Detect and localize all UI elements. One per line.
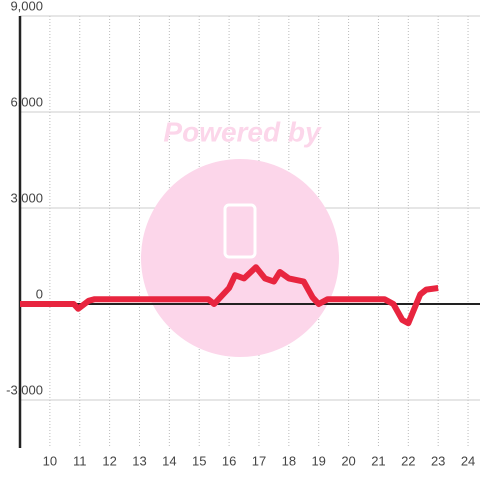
y-tick-label: 6,000 [10,94,43,109]
watermark-text: Powered by [163,116,322,147]
line [20,264,439,327]
x-tick-label: 23 [431,453,445,468]
x-tick-label: 22 [401,453,415,468]
x-tick-label: 19 [311,453,325,468]
x-tick-label: 13 [132,453,146,468]
x-tick-label: 12 [102,453,116,468]
y-tick-label: 0 [36,286,43,301]
x-tick-label: 11 [73,453,87,468]
x-tick-label: 15 [192,453,206,468]
y-tick-label: 9,000 [10,0,43,13]
x-tick-label: 18 [282,453,296,468]
y-tick-label: -3,000 [6,382,43,397]
x-tick-label: 21 [371,453,385,468]
x-tick-label: 20 [341,453,355,468]
x-tick-label: 14 [162,453,176,468]
watermark: Powered by [141,116,339,357]
x-tick-label: 16 [222,453,236,468]
x-tick-label: 10 [43,453,57,468]
x-tick-label: 17 [252,453,266,468]
y-tick-label: 3,000 [10,190,43,205]
x-tick-label: 24 [461,453,475,468]
